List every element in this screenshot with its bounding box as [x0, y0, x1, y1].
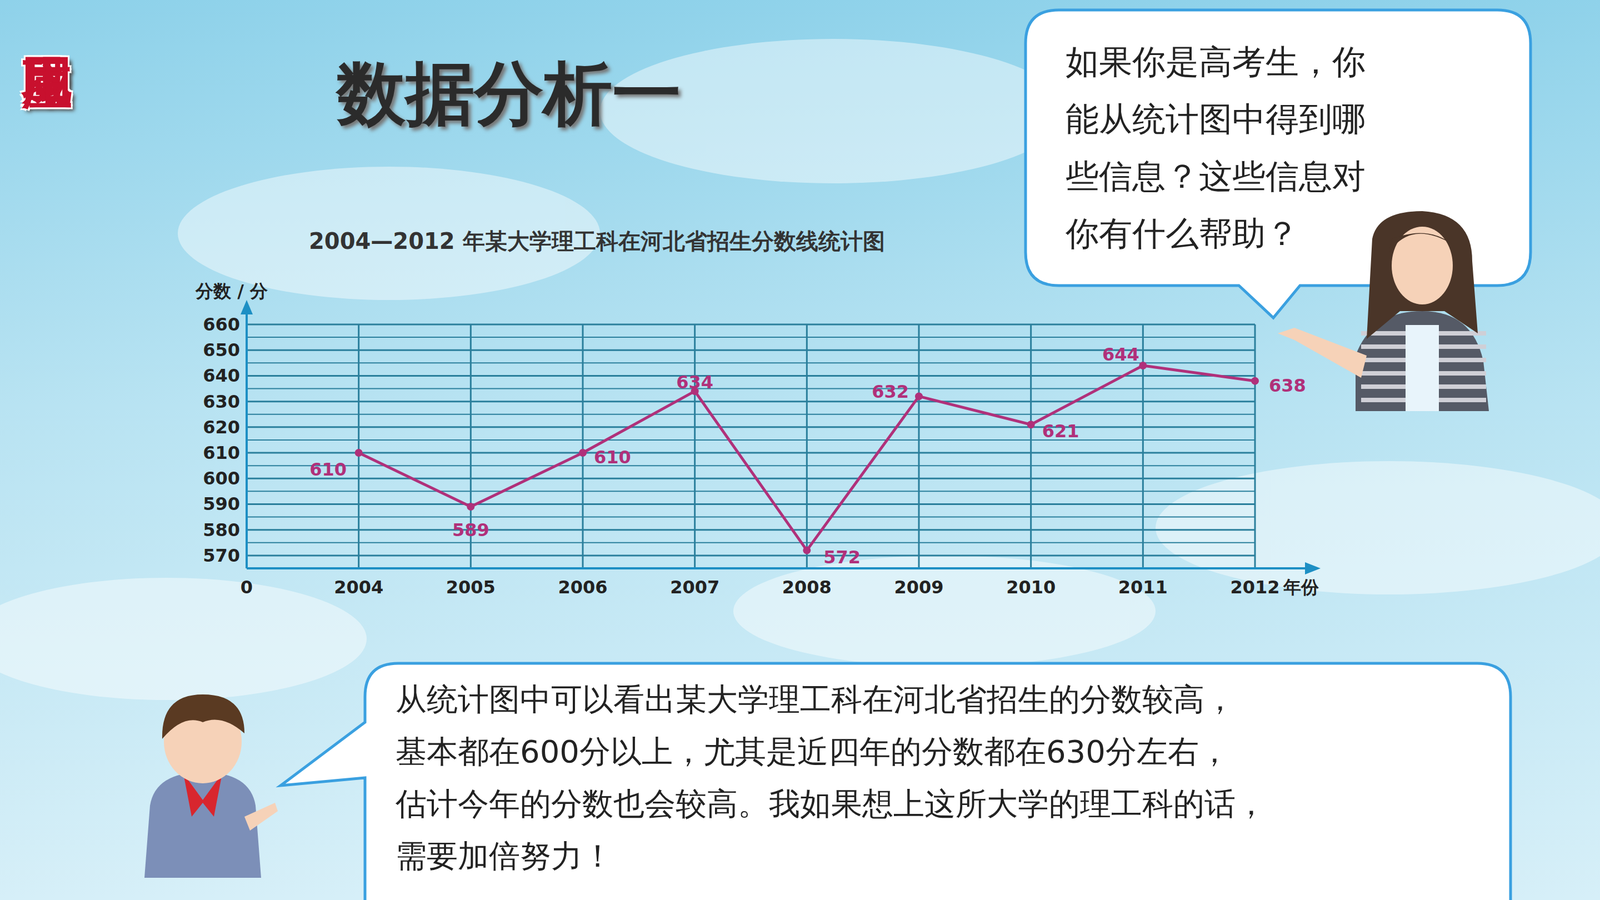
y-tick-label: 580 [202, 519, 240, 541]
data-label: 621 [1042, 420, 1080, 442]
data-label: 610 [309, 458, 347, 480]
minor-grid-line [246, 516, 1255, 518]
grid-line [246, 375, 1255, 377]
minor-grid-line [246, 542, 1255, 544]
clouds [0, 38, 1600, 700]
question-line: 能从统计图中得到哪 [1065, 90, 1366, 148]
series [355, 361, 1259, 555]
x-tick-label: 2012 [1230, 576, 1280, 598]
grid-line [246, 400, 1255, 403]
y-tick-label: 660 [202, 313, 240, 335]
grid-line [918, 324, 920, 569]
data-label: 610 [593, 446, 632, 468]
point [1138, 361, 1147, 370]
minor-grid-line [246, 336, 1255, 338]
girl-figure [1277, 211, 1489, 412]
data-label: 644 [1102, 343, 1140, 365]
minor-grid-line [246, 439, 1255, 441]
x-tick-label: 2005 [446, 576, 496, 598]
y-tick-label: 650 [202, 339, 240, 361]
answer-line: 估计今年的分数也会较高。我如果想上这所大学的理工科的话， [395, 777, 1267, 830]
y-tick-label: 610 [202, 442, 240, 464]
answer-line: 从统计图中可以看出某大学理工科在河北省招生的分数较高， [395, 673, 1236, 726]
minor-grid-line [246, 465, 1255, 467]
point [578, 448, 587, 457]
grid-line [246, 554, 1255, 557]
cloud [733, 555, 1156, 667]
point [915, 392, 923, 400]
point [466, 502, 475, 511]
y-axis [245, 308, 248, 569]
slide-heading: 数据分析一 [336, 55, 682, 132]
data-label: 589 [452, 519, 490, 541]
point [802, 546, 811, 555]
data-label: 634 [676, 371, 714, 393]
y-axis-arrow [240, 300, 253, 315]
grid-line [806, 324, 808, 569]
minor-grid-line [246, 413, 1255, 415]
section-tag: 巩固应用 [14, 16, 83, 22]
y-tick-label: 620 [202, 416, 240, 438]
grid-line [357, 324, 360, 569]
y-tick-label: 590 [202, 493, 240, 515]
cloud [0, 577, 367, 700]
y-tick-label: 630 [202, 391, 240, 413]
grid-line [693, 324, 696, 569]
grid-line [246, 426, 1255, 428]
x-tick-label: 2011 [1118, 576, 1168, 598]
point [355, 448, 363, 457]
line [358, 365, 1255, 551]
cloud [1155, 461, 1600, 595]
grid-line [246, 503, 1255, 505]
y-axis-title: 分数 / 分 [195, 280, 268, 302]
question-line: 你有什么帮助？ [1065, 205, 1299, 263]
answer-line: 需要加倍努力！ [395, 830, 614, 883]
grid-line [246, 452, 1255, 454]
answer-line: 基本都在600分以上，尤其是近四年的分数都在630分左右， [395, 725, 1230, 778]
minor-grid-line [246, 490, 1255, 492]
chart-title: 2004—2012 年某大学理工科在河北省招生分数线统计图 [308, 228, 885, 254]
x-axis [246, 567, 1308, 570]
point [1251, 377, 1259, 385]
question-line: 些信息？这些信息对 [1065, 147, 1366, 205]
answer-bubble [280, 663, 1511, 900]
x-tick-label: 2007 [670, 576, 720, 598]
chart [240, 300, 1321, 575]
data-label: 638 [1268, 375, 1307, 397]
x-tick-label: 2006 [557, 576, 608, 598]
y-tick-label: 570 [202, 545, 240, 567]
grid-line [582, 324, 584, 569]
grid-line [246, 323, 1255, 326]
point [1027, 420, 1035, 429]
minor-grid-line [246, 388, 1255, 390]
grid-line [1254, 324, 1257, 569]
x-tick-label: 2004 [333, 576, 384, 598]
y-tick-label: 600 [202, 467, 240, 489]
grid-line [246, 477, 1255, 480]
x-axis-title: 年份 [1282, 576, 1320, 598]
grid-line [1030, 324, 1032, 569]
data-label: 572 [823, 546, 861, 568]
data-label: 632 [871, 381, 909, 403]
grid-line [246, 528, 1255, 531]
y-tick-label: 640 [202, 365, 240, 387]
boy-figure [144, 694, 278, 878]
x-tick-label: 2008 [782, 576, 832, 598]
grid-line [1142, 324, 1144, 569]
x-axis-arrow [1305, 562, 1321, 575]
x-tick-label: 2010 [1006, 576, 1056, 598]
origin-label: 0 [240, 576, 253, 598]
x-tick-label: 2009 [893, 576, 944, 598]
question-line: 如果你是高考生，你 [1065, 33, 1366, 91]
